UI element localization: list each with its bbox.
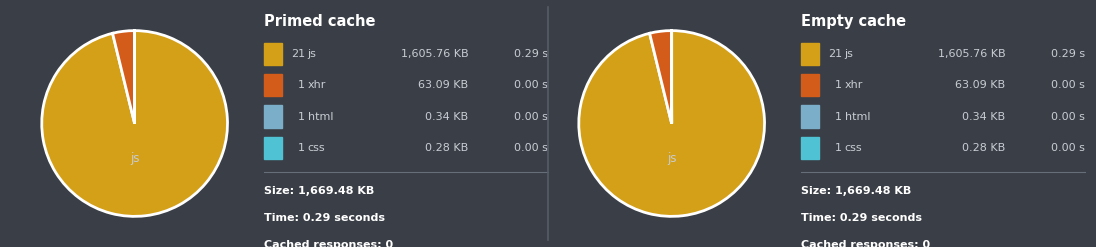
Text: Cached responses: 0: Cached responses: 0 <box>264 240 392 247</box>
Text: js: js <box>308 49 317 59</box>
Bar <box>264 137 282 159</box>
Text: 0.00 s: 0.00 s <box>514 112 548 122</box>
Text: js: js <box>845 49 854 59</box>
Bar <box>801 43 819 65</box>
Text: 21: 21 <box>290 49 305 59</box>
Wedge shape <box>113 31 135 124</box>
Text: Size: 1,669.48 KB: Size: 1,669.48 KB <box>264 186 374 196</box>
Text: Size: 1,669.48 KB: Size: 1,669.48 KB <box>801 186 911 196</box>
Text: 63.09 KB: 63.09 KB <box>956 80 1005 90</box>
Text: 0.28 KB: 0.28 KB <box>425 143 468 153</box>
Text: css: css <box>845 143 863 153</box>
Text: html: html <box>845 112 870 122</box>
Text: 1,605.76 KB: 1,605.76 KB <box>938 49 1005 59</box>
Text: 1: 1 <box>835 112 842 122</box>
Text: Time: 0.29 seconds: Time: 0.29 seconds <box>264 213 385 223</box>
Text: Cached responses: 0: Cached responses: 0 <box>801 240 929 247</box>
Text: 1: 1 <box>298 143 305 153</box>
Text: 21: 21 <box>827 49 842 59</box>
Text: 0.00 s: 0.00 s <box>514 80 548 90</box>
Text: 0.00 s: 0.00 s <box>1051 112 1085 122</box>
Bar <box>264 74 282 96</box>
Text: 1: 1 <box>835 80 842 90</box>
Wedge shape <box>650 31 672 124</box>
Wedge shape <box>579 31 765 216</box>
Text: 0.34 KB: 0.34 KB <box>962 112 1005 122</box>
Bar <box>801 137 819 159</box>
Text: 0.00 s: 0.00 s <box>1051 143 1085 153</box>
Text: 1: 1 <box>298 80 305 90</box>
Text: 0.00 s: 0.00 s <box>514 143 548 153</box>
Text: js: js <box>129 152 139 165</box>
Text: Primed cache: Primed cache <box>264 14 375 29</box>
Text: 0.34 KB: 0.34 KB <box>425 112 468 122</box>
Text: 1: 1 <box>298 112 305 122</box>
Text: Time: 0.29 seconds: Time: 0.29 seconds <box>801 213 922 223</box>
Text: Empty cache: Empty cache <box>801 14 905 29</box>
Bar <box>801 105 819 128</box>
Text: css: css <box>308 143 326 153</box>
Bar <box>264 43 282 65</box>
Text: 1,605.76 KB: 1,605.76 KB <box>401 49 468 59</box>
Text: 0.29 s: 0.29 s <box>1051 49 1085 59</box>
Bar <box>801 74 819 96</box>
Text: html: html <box>308 112 333 122</box>
Text: 0.28 KB: 0.28 KB <box>962 143 1005 153</box>
Text: 0.00 s: 0.00 s <box>1051 80 1085 90</box>
Text: xhr: xhr <box>845 80 863 90</box>
Text: js: js <box>666 152 676 165</box>
Text: 1: 1 <box>835 143 842 153</box>
Text: 63.09 KB: 63.09 KB <box>419 80 468 90</box>
Text: xhr: xhr <box>308 80 326 90</box>
Text: 0.29 s: 0.29 s <box>514 49 548 59</box>
Wedge shape <box>42 31 228 216</box>
Bar <box>264 105 282 128</box>
